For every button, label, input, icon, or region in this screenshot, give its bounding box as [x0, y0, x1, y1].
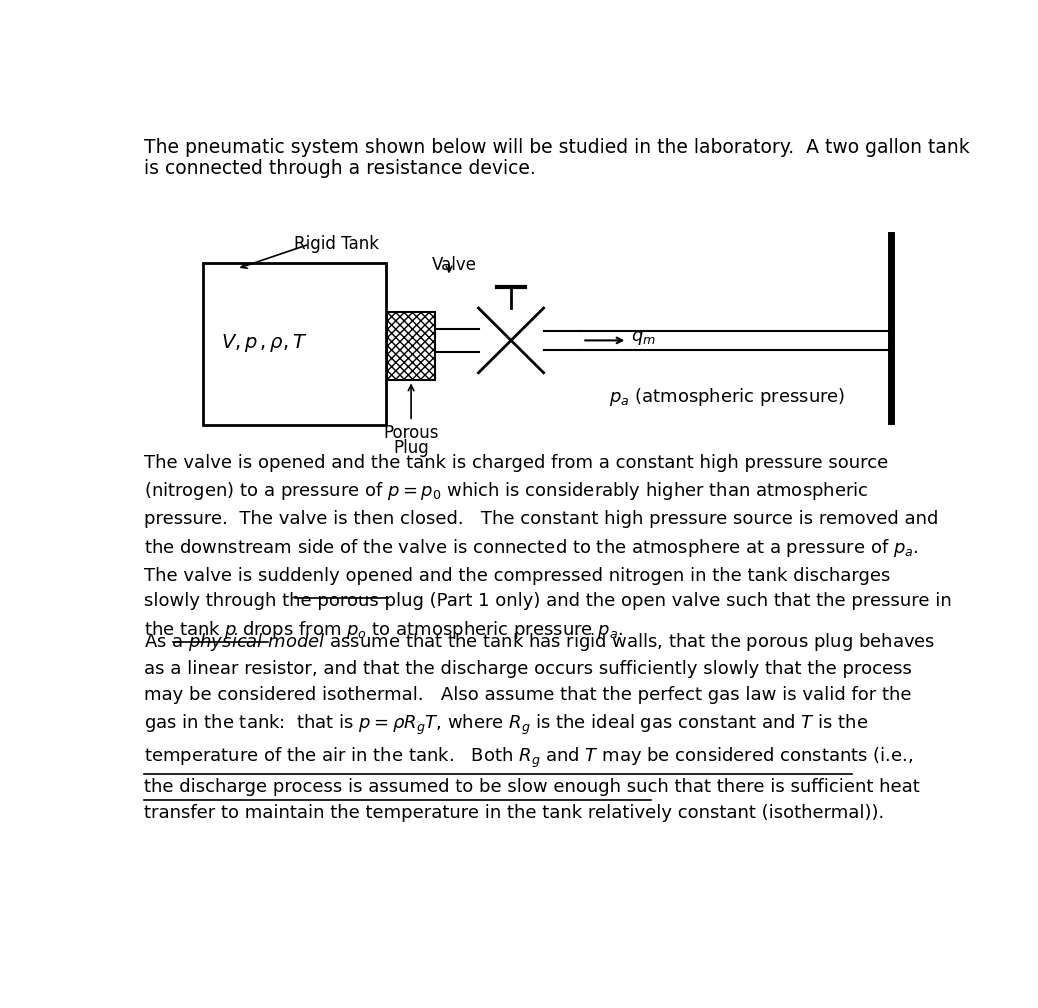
Text: is connected through a resistance device.: is connected through a resistance device…	[143, 159, 536, 178]
Text: $p_a$ (atmospheric pressure): $p_a$ (atmospheric pressure)	[608, 386, 845, 407]
Bar	[387, 311, 435, 380]
Text: The valve is opened and the tank is charged from a constant high pressure source: The valve is opened and the tank is char…	[143, 454, 952, 641]
Text: Rigid Tank: Rigid Tank	[294, 235, 379, 253]
Text: $q_m$: $q_m$	[631, 329, 656, 347]
Text: Plug: Plug	[393, 438, 429, 457]
Text: Valve: Valve	[432, 256, 477, 274]
Bar	[387, 311, 435, 380]
Text: The pneumatic system shown below will be studied in the laboratory.  A two gallo: The pneumatic system shown below will be…	[143, 138, 969, 157]
Text: As a $\mathit{physical\ model}$ assume that the tank has rigid walls, that the p: As a $\mathit{physical\ model}$ assume t…	[143, 631, 935, 822]
Text: $V, p\, ,\rho, T$: $V, p\, ,\rho, T$	[221, 332, 307, 354]
Text: Porous: Porous	[383, 423, 439, 442]
